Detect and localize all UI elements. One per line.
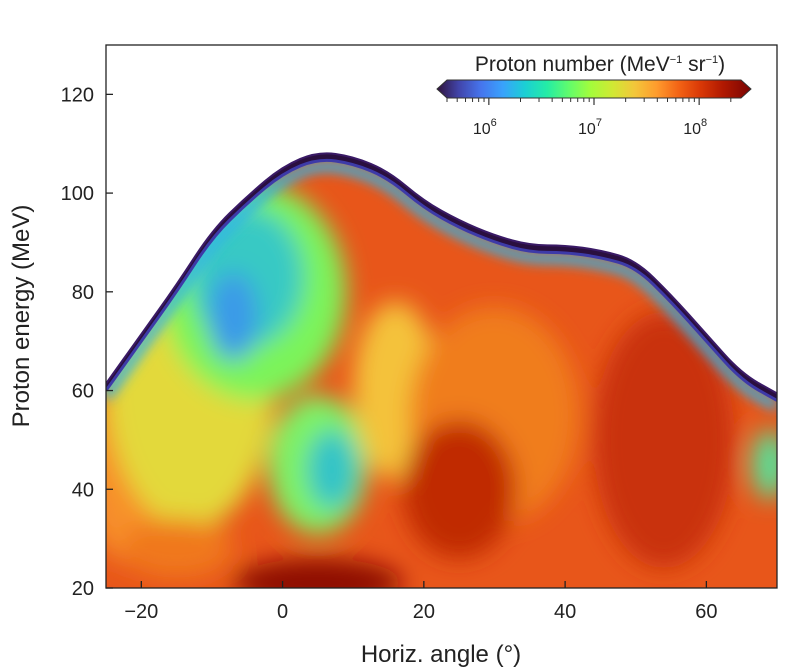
y-tick-label: 60 bbox=[72, 381, 94, 403]
x-tick-label: 20 bbox=[413, 601, 435, 623]
colorbar-bar bbox=[436, 79, 752, 99]
x-tick-label: 40 bbox=[554, 601, 576, 623]
plot-frame bbox=[105, 44, 778, 589]
colorbar-tick-label: 108 bbox=[683, 117, 707, 138]
colorbar-tick-label: 107 bbox=[578, 117, 602, 138]
heatmap-area bbox=[106, 152, 777, 588]
x-axis-label: Horiz. angle (°) bbox=[361, 641, 521, 668]
region-green-right-edge bbox=[752, 430, 777, 500]
y-tick-label: 40 bbox=[72, 479, 94, 501]
y-tick-label: 80 bbox=[72, 282, 94, 304]
x-tick-label: −20 bbox=[124, 601, 158, 623]
colorbar-major-ticks: 106 107 108 bbox=[473, 98, 707, 138]
y-tick-label: 100 bbox=[61, 183, 94, 205]
y-axis-label: Proton energy (MeV) bbox=[8, 205, 35, 428]
x-tick-label: 0 bbox=[277, 601, 288, 623]
y-tick-label: 120 bbox=[61, 84, 94, 106]
region-orange-bottom-left bbox=[120, 518, 234, 579]
region-darkred-bottom bbox=[233, 558, 403, 588]
y-tick-label: 20 bbox=[72, 578, 94, 600]
x-tick-label: 60 bbox=[695, 601, 717, 623]
colorbar-minor-ticks bbox=[446, 98, 732, 102]
region-blue-lobe bbox=[208, 272, 258, 361]
cutoff-edge-outline bbox=[106, 158, 777, 402]
colorbar: Proton number (MeV−1 sr−1) 106 107 108 bbox=[436, 53, 752, 138]
heatmap-fill bbox=[106, 160, 777, 588]
region-cyan-streak bbox=[307, 430, 357, 510]
y-axis: 20 40 60 80 100 120 bbox=[61, 84, 113, 600]
colorbar-tick-label: 106 bbox=[473, 117, 497, 138]
x-axis: −20 0 20 40 60 bbox=[124, 581, 717, 623]
region-red-right-2 bbox=[402, 420, 516, 559]
colorbar-title: Proton number (MeV−1 sr−1) bbox=[475, 53, 725, 76]
cutoff-edge-gradient bbox=[106, 161, 777, 411]
region-red-right bbox=[593, 311, 735, 569]
